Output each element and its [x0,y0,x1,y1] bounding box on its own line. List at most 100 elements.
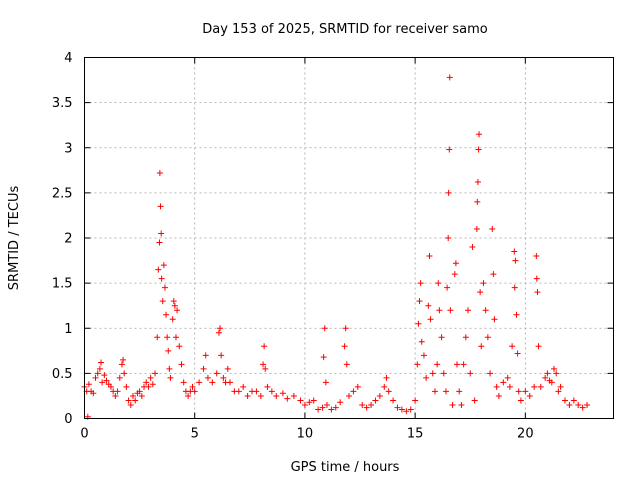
data-point [390,397,397,404]
data-point [158,275,165,282]
data-point [383,374,390,381]
data-point [185,392,192,399]
data-point [407,406,414,413]
data-point [171,302,178,309]
data-point [166,365,173,372]
data-point [426,253,433,260]
data-point [385,388,392,395]
data-point [321,325,328,332]
data-point [297,397,304,404]
data-point [328,406,335,413]
data-point [189,383,196,390]
data-point [363,404,370,411]
data-point [167,374,174,381]
data-point [478,343,485,350]
data-point [180,379,187,386]
data-point [261,343,268,350]
data-point [244,392,251,399]
data-point [495,392,502,399]
y-tick-label: 1 [64,322,72,337]
data-point [474,198,481,205]
data-point [444,284,451,291]
data-point [515,388,522,395]
data-point [555,388,562,395]
data-point [158,230,165,237]
data-point [226,379,233,386]
data-point [465,307,472,314]
data-point [381,383,388,390]
data-point [579,404,586,411]
data-point [152,370,159,377]
data-point [420,352,427,359]
data-point [511,284,518,291]
data-point [482,307,489,314]
data-point [160,262,167,269]
data-point [553,370,560,377]
data-point [535,343,542,350]
data-point [544,370,551,377]
data-point [342,325,349,332]
data-point [474,179,481,186]
data-point [376,392,383,399]
data-point [112,392,119,399]
y-tick-label: 0.5 [52,367,73,382]
data-point [350,388,357,395]
data-point [320,354,327,361]
data-point [273,392,280,399]
data-point [548,379,555,386]
data-point [284,395,291,402]
data-point [446,74,453,81]
data-point [440,370,447,377]
data-point [415,320,422,327]
data-point [204,374,211,381]
data-point [196,379,203,386]
data-point [92,374,99,381]
chart-title: Day 153 of 2025, SRMTID for receiver sam… [202,22,488,37]
y-tick-label: 2.5 [52,186,73,201]
data-points [81,74,591,420]
data-point [217,325,224,332]
data-point [322,379,329,386]
data-point [445,235,452,241]
data-point [145,383,152,390]
data-point [566,401,573,408]
data-point [452,260,459,267]
data-point [155,266,162,273]
data-point [514,350,521,357]
data-point [114,388,121,395]
data-point [562,397,569,404]
data-point [323,401,330,408]
data-point [575,401,582,408]
data-point [460,361,467,368]
data-point [491,316,498,323]
data-point [149,381,156,388]
data-point [341,343,348,350]
data-point [218,352,225,359]
data-point [487,370,494,377]
data-point [174,307,181,314]
data-point [120,356,127,363]
data-point [458,401,465,408]
data-point [257,392,264,399]
data-point [279,390,286,397]
data-point [398,406,405,413]
data-point [423,374,430,381]
data-point [584,401,591,408]
data-point [467,370,474,377]
data-point [429,370,436,377]
data-point [534,289,541,296]
data-point [310,397,317,404]
data-point [165,347,172,354]
data-point [425,302,432,309]
data-point [447,307,454,314]
plot-frame [84,57,614,419]
data-point [346,392,352,399]
x-tick-label: 20 [517,427,534,442]
data-point [200,365,207,372]
data-point [542,374,549,381]
y-tick-label: 4 [64,51,72,66]
data-point [533,253,540,260]
data-point [531,383,538,390]
data-point [477,289,484,296]
